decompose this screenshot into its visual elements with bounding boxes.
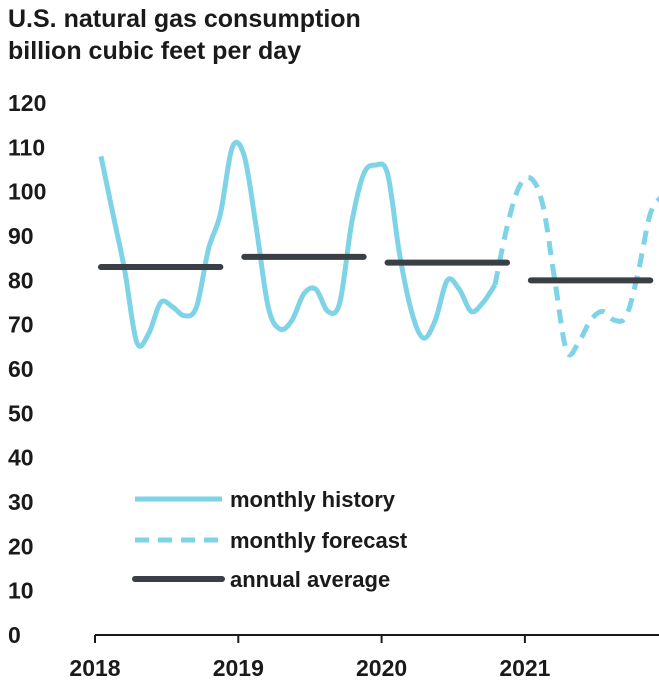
legend-annual-average: annual average — [132, 567, 390, 592]
legend-label: annual average — [230, 567, 390, 592]
y-tick-label: 80 — [8, 267, 34, 293]
y-tick-label: 50 — [8, 400, 34, 426]
y-tick-label: 40 — [8, 445, 34, 471]
legend-label: monthly history — [230, 487, 396, 512]
y-tick-label: 10 — [8, 578, 34, 604]
legend-monthly-forecast: monthly forecast — [135, 528, 408, 553]
x-tick-label: 2019 — [213, 655, 264, 681]
legend-monthly-history: monthly history — [135, 487, 396, 512]
x-tick-label: 2020 — [356, 655, 407, 681]
legend-label: monthly forecast — [230, 528, 408, 553]
y-tick-label: 120 — [8, 90, 46, 116]
y-tick-label: 100 — [8, 179, 46, 205]
chart-subtitle: billion cubic feet per day — [8, 37, 302, 65]
y-tick-label: 20 — [8, 533, 34, 559]
y-tick-label: 110 — [8, 134, 45, 160]
monthly-forecast-line — [492, 174, 659, 358]
monthly-history-line — [98, 139, 498, 349]
y-tick-label: 0 — [8, 622, 21, 648]
chart-title: U.S. natural gas consumption — [8, 5, 361, 33]
y-tick-label: 30 — [8, 489, 34, 515]
x-tick-label: 2018 — [69, 655, 120, 681]
x-tick-label: 2021 — [499, 655, 550, 681]
y-tick-label: 60 — [8, 356, 34, 382]
y-tick-label: 70 — [8, 312, 34, 338]
y-tick-label: 90 — [8, 223, 34, 249]
